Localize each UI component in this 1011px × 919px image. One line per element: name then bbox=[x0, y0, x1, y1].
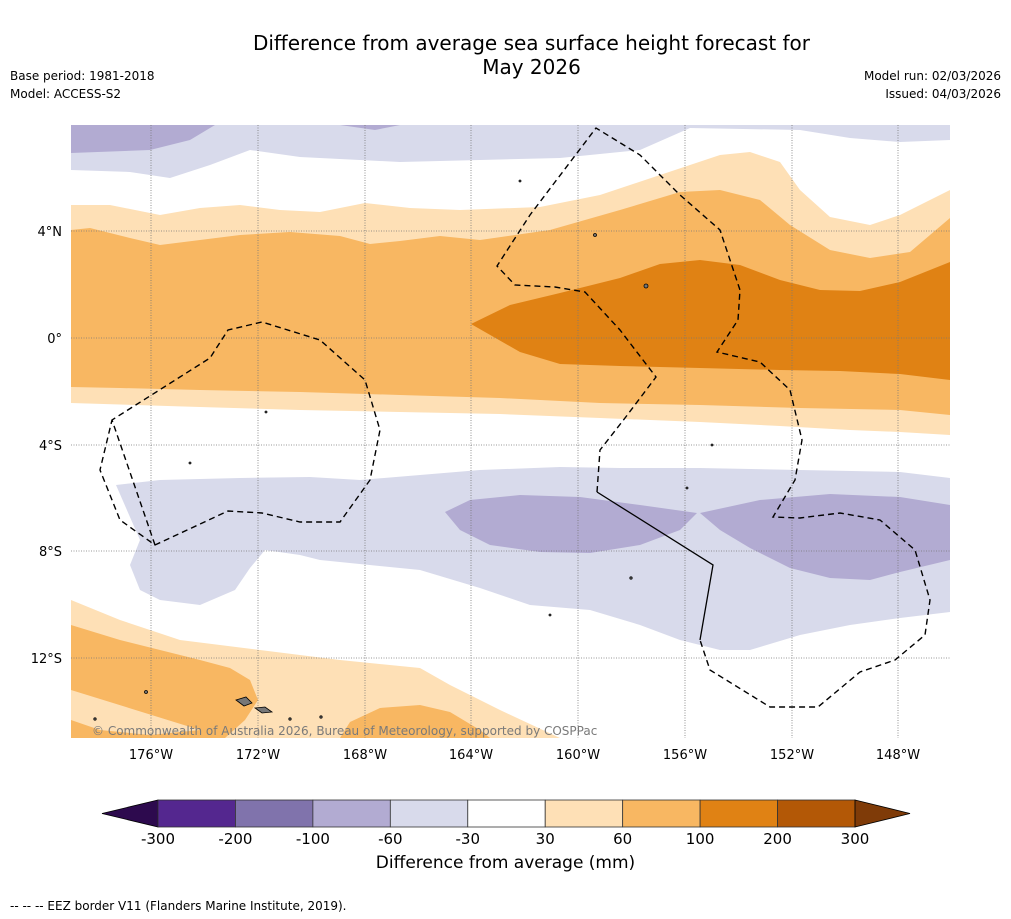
colorbar-segment bbox=[312, 799, 391, 828]
model-run: Model run: 02/03/2026 bbox=[863, 69, 1001, 83]
x-tick-label: 152°W bbox=[770, 748, 814, 763]
eez-border-solid bbox=[596, 491, 714, 641]
y-tick-label: 4°S bbox=[39, 439, 62, 454]
colorbar-label: Difference from average (mm) bbox=[375, 853, 636, 873]
islands bbox=[93, 179, 714, 721]
contour-neg60-south-west bbox=[445, 495, 697, 553]
map-area bbox=[71, 125, 950, 738]
model-name: Model: ACCESS-S2 bbox=[10, 87, 122, 101]
contour-neg60-south-east bbox=[700, 494, 950, 580]
x-tick-label: 164°W bbox=[449, 748, 493, 763]
island-small-2 bbox=[264, 410, 268, 414]
contour-neg60-north bbox=[71, 125, 215, 153]
x-tick-label: 176°W bbox=[129, 748, 173, 763]
x-tick-label: 168°W bbox=[343, 748, 387, 763]
meta-right: Model run: 02/03/2026 Issued: 04/03/2026 bbox=[864, 67, 1001, 103]
colorbar-tick-label: 200 bbox=[763, 830, 792, 848]
island-small-4 bbox=[548, 613, 552, 617]
copyright-text: © Commonwealth of Australia 2026, Bureau… bbox=[92, 724, 597, 738]
colorbar-tick-label: -30 bbox=[456, 830, 481, 848]
colorbar-tick-label: 300 bbox=[841, 830, 870, 848]
island-small-3 bbox=[188, 461, 192, 465]
contour-neg30-northeast bbox=[908, 125, 950, 138]
eez-borders bbox=[99, 127, 931, 708]
island-small-10 bbox=[93, 717, 97, 721]
island-small-6 bbox=[710, 443, 714, 447]
island-small-7 bbox=[685, 486, 689, 490]
y-tick-label: 8°S bbox=[39, 545, 62, 560]
contour-neg30-north bbox=[71, 125, 950, 178]
island-small-8 bbox=[288, 717, 292, 721]
contour-pos100 bbox=[471, 260, 950, 380]
colorbar-segment bbox=[157, 799, 236, 828]
island-small-9 bbox=[319, 715, 323, 719]
title-line-2: May 2026 bbox=[482, 55, 581, 79]
colorbar-tick-label: 60 bbox=[613, 830, 632, 848]
colorbar-extend-low bbox=[101, 799, 159, 828]
base-period: Base period: 1981-2018 bbox=[10, 69, 155, 83]
contour-pos60-south-center bbox=[340, 705, 490, 738]
colorbar-tick-label: 100 bbox=[686, 830, 715, 848]
island-savaii bbox=[235, 696, 253, 707]
contour-neg60-north-2 bbox=[340, 125, 400, 130]
colorbar-segment bbox=[235, 799, 314, 828]
title-line-1: Difference from average sea surface heig… bbox=[252, 31, 811, 55]
eez-border-west bbox=[99, 321, 381, 546]
eez-footnote: -- -- -- EEZ border V11 (Flanders Marine… bbox=[10, 899, 347, 913]
gridlines bbox=[71, 125, 950, 738]
issued-date: Issued: 04/03/2026 bbox=[885, 87, 1001, 101]
island-kiritimati bbox=[643, 283, 649, 289]
y-tick-label: 0° bbox=[47, 332, 62, 347]
colorbar-segment bbox=[622, 799, 701, 828]
island-upolu bbox=[253, 706, 274, 714]
colorbar-tick-label: 30 bbox=[536, 830, 555, 848]
colorbar: -300 -200 -100 -60 -30 30 60 100 200 300 bbox=[101, 799, 911, 848]
x-axis-labels: 176°W 172°W 168°W 164°W 160°W 156°W 152°… bbox=[129, 748, 920, 763]
colorbar-extend-high bbox=[854, 799, 911, 828]
island-tabuaeran bbox=[593, 233, 597, 237]
x-tick-label: 148°W bbox=[876, 748, 920, 763]
island-swains bbox=[144, 690, 148, 694]
x-tick-label: 172°W bbox=[236, 748, 280, 763]
island-small-5 bbox=[518, 179, 522, 183]
island-small-1 bbox=[629, 576, 633, 580]
colorbar-tick-label: -200 bbox=[218, 830, 252, 848]
x-tick-label: 160°W bbox=[556, 748, 600, 763]
x-tick-label: 156°W bbox=[663, 748, 707, 763]
y-axis-labels: 4°N 0° 4°S 8°S 12°S bbox=[31, 225, 62, 667]
colorbar-segment bbox=[467, 799, 546, 828]
colorbar-tick-label: -60 bbox=[378, 830, 403, 848]
colorbar-segment bbox=[544, 799, 624, 828]
colorbar-segment bbox=[389, 799, 469, 828]
y-tick-label: 4°N bbox=[38, 225, 63, 240]
meta-left: Base period: 1981-2018 Model: ACCESS-S2 bbox=[10, 67, 155, 103]
colorbar-segment bbox=[777, 799, 856, 828]
eez-border-center bbox=[496, 127, 931, 708]
colorbar-segment bbox=[699, 799, 778, 828]
colorbar-tick-label: -300 bbox=[141, 830, 175, 848]
chart-title: Difference from average sea surface heig… bbox=[0, 31, 1011, 79]
y-tick-label: 12°S bbox=[31, 652, 62, 667]
colorbar-tick-label: -100 bbox=[296, 830, 330, 848]
contour-pos60-southwest bbox=[71, 625, 258, 738]
